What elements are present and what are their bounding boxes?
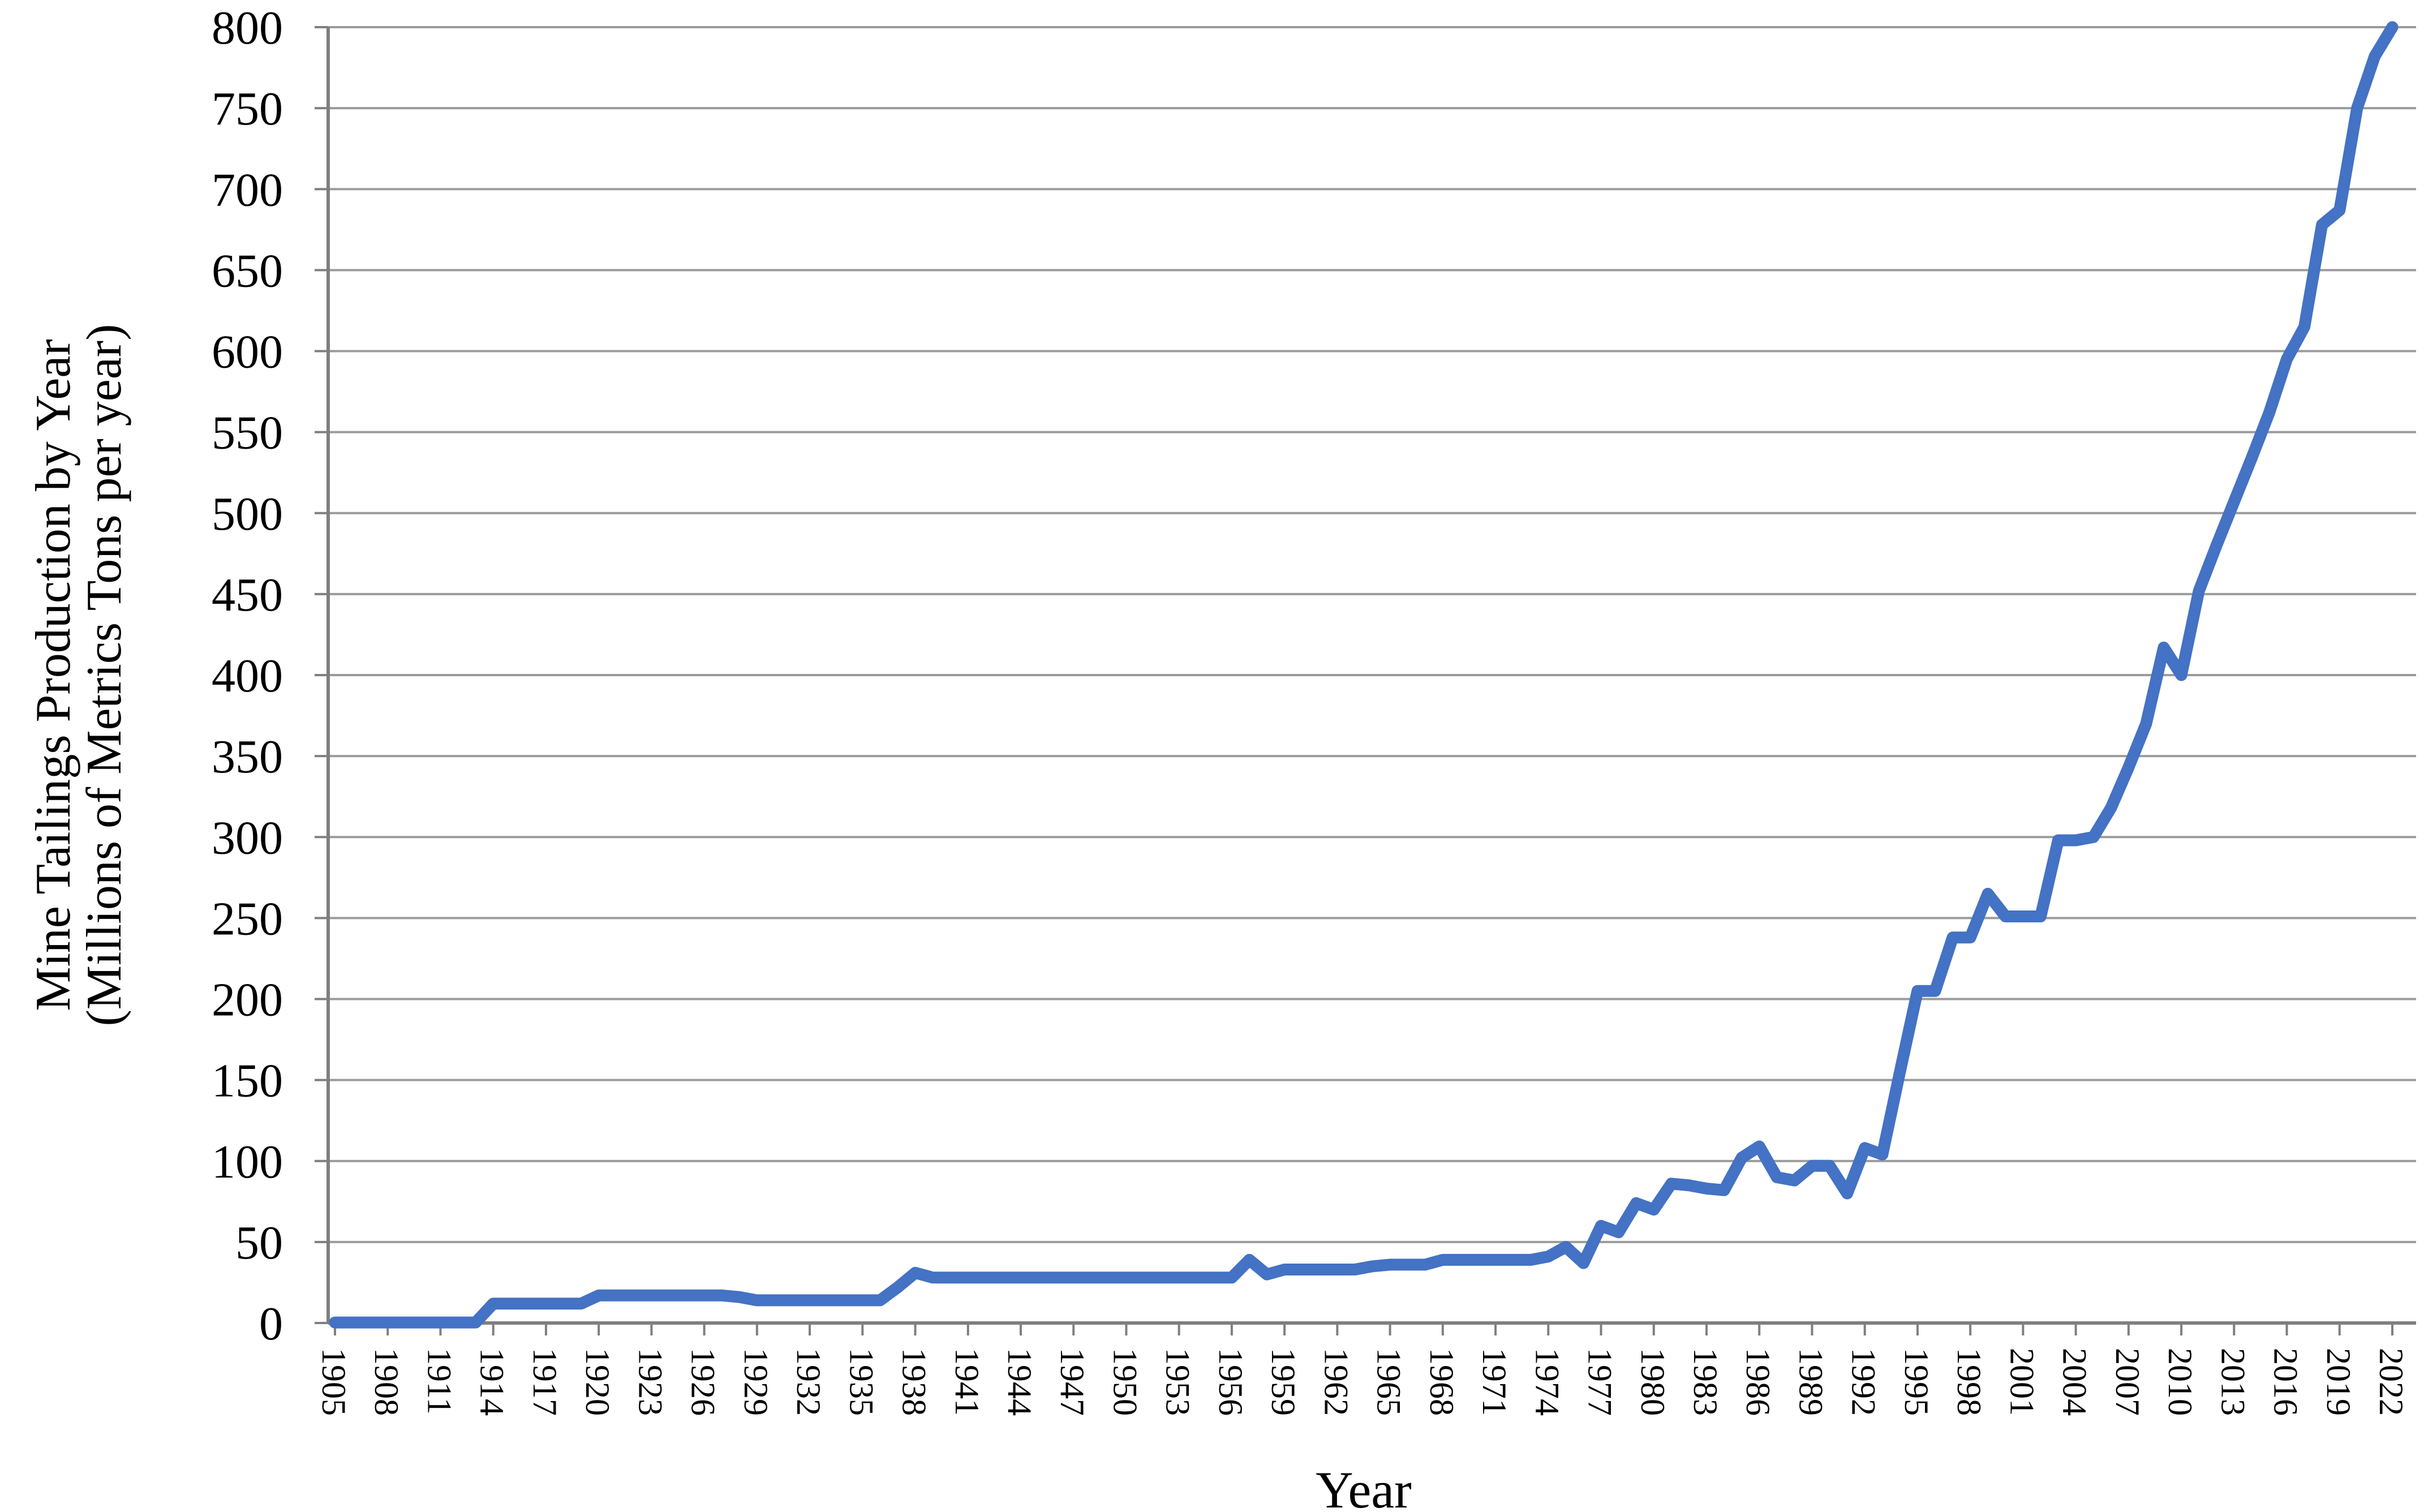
y-tick-label: 350 bbox=[212, 731, 283, 783]
y-tick-label: 450 bbox=[212, 569, 283, 621]
x-tick-label: 1986 bbox=[1739, 1348, 1777, 1416]
x-tick-label: 1941 bbox=[948, 1348, 986, 1416]
x-tick-label: 1929 bbox=[737, 1348, 775, 1416]
y-tick-label: 50 bbox=[235, 1217, 283, 1269]
x-tick-label: 2016 bbox=[2267, 1348, 2305, 1416]
y-tick-label: 500 bbox=[212, 488, 283, 540]
x-axis-title: Year bbox=[1316, 1461, 1412, 1512]
y-tick-label: 700 bbox=[212, 164, 283, 216]
y-tick-label: 650 bbox=[212, 244, 283, 297]
x-tick-label: 1938 bbox=[896, 1348, 933, 1416]
x-tick-label: 1911 bbox=[420, 1348, 458, 1415]
x-tick-label: 1944 bbox=[1001, 1348, 1038, 1416]
x-tick-label: 1998 bbox=[1950, 1348, 1988, 1416]
y-tick-label: 750 bbox=[212, 83, 283, 135]
x-tick-label: 1995 bbox=[1898, 1348, 1935, 1416]
y-axis-title-line2: (Millions of Metrics Tons per year) bbox=[77, 324, 132, 1026]
x-tick-label: 1956 bbox=[1212, 1348, 1249, 1416]
x-tick-label: 1920 bbox=[579, 1348, 616, 1416]
series-line bbox=[329, 21, 2399, 1329]
y-tick-label: 400 bbox=[212, 650, 283, 702]
x-tick-label: 1914 bbox=[474, 1348, 511, 1416]
x-tick-label: 2007 bbox=[2109, 1348, 2146, 1416]
x-tick-label: 1974 bbox=[1528, 1348, 1566, 1416]
x-tick-label: 2010 bbox=[2161, 1348, 2199, 1416]
y-tick-label: 200 bbox=[212, 974, 283, 1026]
x-tick-label: 2001 bbox=[2003, 1348, 2040, 1416]
y-tick-label: 0 bbox=[259, 1298, 283, 1350]
x-tick-label: 1908 bbox=[368, 1348, 405, 1416]
x-tick-label: 1950 bbox=[1106, 1348, 1144, 1416]
x-tick-label: 2013 bbox=[2214, 1348, 2251, 1416]
y-tick-label: 600 bbox=[212, 326, 283, 379]
y-tick-label: 100 bbox=[212, 1136, 283, 1188]
x-tick-label: 1992 bbox=[1845, 1348, 1883, 1416]
x-tick-label: 2004 bbox=[2056, 1348, 2094, 1416]
x-tick-label: 1968 bbox=[1423, 1348, 1460, 1416]
x-tick-label: 1923 bbox=[631, 1348, 669, 1416]
y-tick-label: 300 bbox=[212, 811, 283, 864]
y-tick-label: 550 bbox=[212, 407, 283, 459]
x-tick-label: 1926 bbox=[685, 1348, 722, 1416]
x-tick-label: 1917 bbox=[526, 1348, 564, 1416]
plot-area: 0 50 100 150 200 250 300 350 400 450 500 550 600 650 7… bbox=[212, 2, 2416, 1416]
x-tick-label: 1983 bbox=[1687, 1348, 1724, 1416]
x-tick-label: 2022 bbox=[2373, 1348, 2410, 1416]
y-axis-title-line1: Mine Tailings Production by Year bbox=[26, 339, 81, 1011]
x-tick-label: 1980 bbox=[1634, 1348, 1671, 1416]
x-tick-label: 1965 bbox=[1370, 1348, 1408, 1416]
x-tick-label: 1989 bbox=[1792, 1348, 1829, 1416]
y-tick-label: 250 bbox=[212, 892, 283, 945]
x-tick-label: 1935 bbox=[843, 1348, 880, 1416]
x-tick-label: 1962 bbox=[1317, 1348, 1355, 1416]
x-tick-label: 1953 bbox=[1159, 1348, 1197, 1416]
y-tick-label: 150 bbox=[212, 1055, 283, 1107]
x-tick-label: 1932 bbox=[790, 1348, 827, 1416]
x-tick-label: 2019 bbox=[2320, 1348, 2357, 1416]
x-tick-label: 1947 bbox=[1054, 1348, 1091, 1416]
x-tick-label: 1905 bbox=[315, 1348, 353, 1416]
x-tick-label: 1971 bbox=[1476, 1348, 1513, 1416]
x-tick-label: 1959 bbox=[1265, 1348, 1302, 1416]
y-tick-label: 800 bbox=[212, 2, 283, 54]
x-tick-label: 1977 bbox=[1581, 1348, 1619, 1416]
